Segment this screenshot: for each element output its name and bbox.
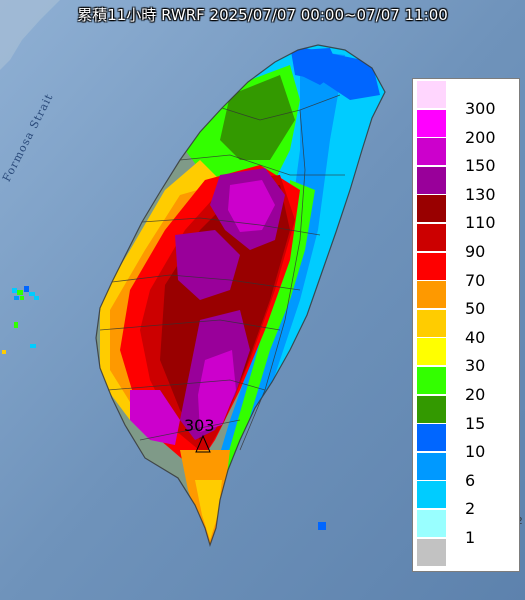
legend-label: 2: [465, 499, 476, 519]
legend-swatch: [417, 424, 446, 452]
rainfall-legend: 300 200 150 130 110 90 70 50 40 30 20 15 10 6 2 1: [412, 78, 520, 572]
legend-swatch: [417, 252, 446, 280]
legend-label: 6: [465, 470, 476, 490]
legend-label: 15: [465, 413, 486, 433]
legend-label: 150: [465, 156, 496, 176]
legend-swatch: [417, 109, 446, 137]
legend-swatch: [417, 224, 446, 251]
legend-label: 20: [465, 385, 486, 404]
max-marker-icon: [195, 434, 211, 453]
legend-swatch: [417, 481, 446, 509]
legend-label: 110: [465, 213, 496, 233]
legend-swatch: [417, 281, 446, 309]
legend-swatch: [417, 367, 446, 394]
legend-swatch: [417, 395, 446, 423]
mainland-coast: [0, 0, 60, 70]
max-value-label: 303: [184, 416, 215, 435]
legend-label: 10: [465, 442, 486, 462]
legend-swatch: [417, 538, 446, 566]
offshore-echoes: [2, 286, 326, 530]
county-boundaries: [95, 44, 386, 547]
map-title: 累積11小時 RWRF 2025/07/07 00:00~07/07 11:00: [77, 6, 448, 24]
legend-swatch: [417, 338, 446, 366]
legend-swatch: [417, 452, 446, 480]
legend-label: 30: [465, 356, 486, 376]
legend-swatch: [417, 138, 446, 166]
legend-label: 300: [465, 99, 496, 118]
legend-label: 50: [465, 299, 486, 319]
legend-label: 130: [465, 184, 496, 204]
legend-label: 70: [465, 270, 486, 290]
legend-swatch: [417, 309, 446, 337]
legend-label: 90: [465, 242, 486, 261]
legend-label: 40: [465, 327, 486, 347]
legend-swatch: [417, 166, 446, 194]
legend-swatch: [417, 81, 446, 108]
legend-swatch: [417, 510, 446, 537]
legend-swatch: [417, 195, 446, 223]
legend-label: 200: [465, 127, 496, 147]
legend-label: 1: [465, 528, 476, 547]
